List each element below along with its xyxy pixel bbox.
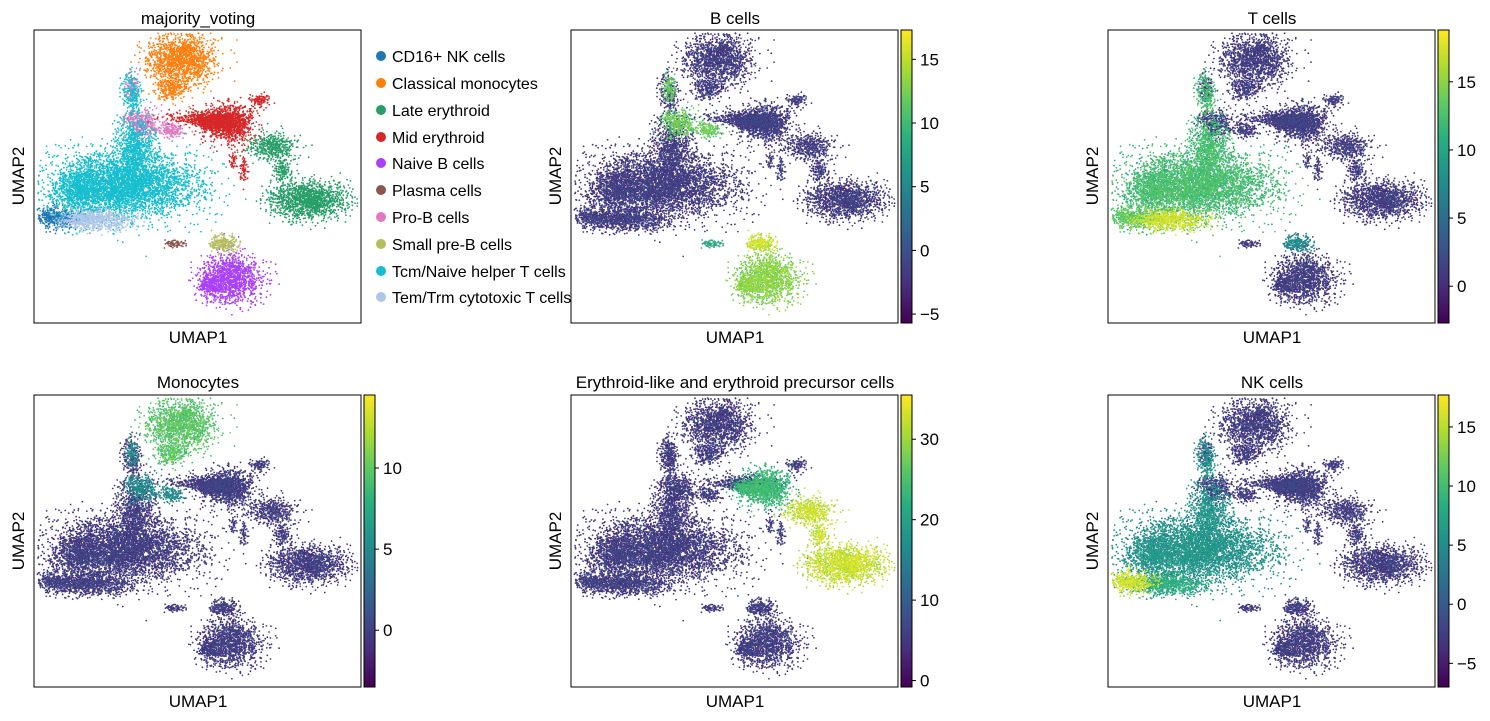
- cell-point: [66, 224, 68, 226]
- cell-point: [197, 87, 199, 89]
- cell-point: [175, 35, 177, 37]
- cell-point: [48, 223, 50, 225]
- cell-point: [51, 218, 53, 220]
- cell-point: [57, 224, 59, 226]
- cell-point: [75, 228, 77, 230]
- cell-point: [48, 219, 50, 221]
- cell-point: [162, 35, 164, 37]
- panel-title: majority_voting: [141, 9, 255, 28]
- cell-point: [42, 222, 44, 224]
- cell-point: [61, 211, 63, 213]
- cell-point: [47, 215, 49, 217]
- cell-point: [38, 217, 40, 219]
- cell-point: [196, 79, 198, 81]
- cell-point: [187, 34, 189, 36]
- cell-point: [139, 41, 141, 43]
- cell-point: [176, 70, 178, 72]
- cell-point: [217, 65, 219, 67]
- cell-point: [203, 88, 205, 90]
- cell-point: [40, 218, 42, 220]
- cell-point: [48, 213, 50, 215]
- cell-point: [43, 213, 45, 215]
- cell-point: [156, 72, 158, 74]
- cell-point: [51, 210, 53, 212]
- cell-point: [42, 211, 44, 213]
- panel-majority-voting: majority_voting UMAP1 UMAP2 CD16+ NK cel…: [9, 9, 571, 347]
- cell-point: [209, 70, 211, 72]
- cell-point: [143, 50, 145, 52]
- cell-point: [49, 226, 51, 228]
- cell-point: [41, 214, 43, 216]
- cell-point: [43, 217, 45, 219]
- cell-point: [56, 211, 58, 213]
- cell-point: [199, 36, 201, 38]
- cell-point: [172, 74, 174, 76]
- cell-point: [52, 205, 54, 207]
- cell-point: [40, 220, 42, 222]
- cell-point: [56, 215, 58, 217]
- cell-point: [177, 37, 179, 39]
- cell-point: [56, 203, 58, 205]
- cell-point: [55, 230, 57, 232]
- cell-point: [206, 53, 208, 55]
- cell-point: [54, 224, 56, 226]
- cell-point: [49, 231, 51, 233]
- cell-point: [51, 216, 53, 218]
- cell-point: [53, 218, 55, 220]
- cell-point: [39, 215, 41, 217]
- cell-point: [53, 211, 55, 213]
- cell-point: [45, 231, 47, 233]
- cell-point: [202, 92, 204, 94]
- cell-point: [154, 71, 156, 73]
- cell-point: [62, 229, 64, 231]
- cell-point: [45, 221, 47, 223]
- cell-point: [203, 47, 205, 49]
- cell-point: [193, 76, 195, 78]
- scatter-points: [37, 32, 359, 315]
- cell-point: [146, 77, 148, 79]
- cell-point: [46, 219, 48, 221]
- cell-point: [157, 32, 159, 34]
- cell-point: [51, 220, 53, 222]
- cell-point: [199, 38, 201, 40]
- cell-point: [218, 62, 220, 64]
- cell-point: [55, 233, 57, 235]
- cell-point: [54, 204, 56, 206]
- cell-point: [229, 67, 231, 69]
- cell-point: [38, 208, 40, 210]
- cell-point: [46, 225, 48, 227]
- cell-point: [51, 222, 53, 224]
- cell-point: [47, 211, 49, 213]
- cell-point: [63, 210, 65, 212]
- cell-point: [156, 77, 158, 79]
- cell-point: [153, 73, 155, 75]
- cell-point: [134, 54, 136, 56]
- cell-point: [138, 61, 140, 63]
- cell-point: [205, 71, 207, 73]
- cell-point: [57, 208, 59, 210]
- cell-point: [44, 210, 46, 212]
- cell-point: [139, 58, 141, 60]
- cell-point: [221, 70, 223, 72]
- cell-point: [210, 32, 212, 34]
- cell-point: [53, 229, 55, 231]
